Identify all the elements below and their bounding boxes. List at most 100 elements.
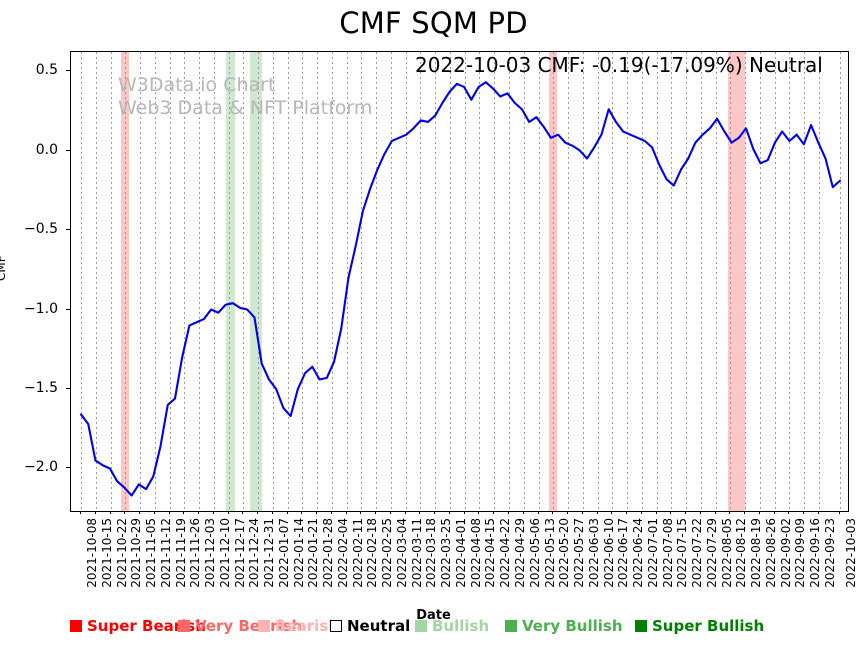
x-axis-tick-mark [169,511,170,514]
x-axis-tick-label: 2022-02-18 [365,518,380,588]
legend-item[interactable]: Bullish [415,617,489,635]
x-axis-tick-label: 2021-10-22 [114,518,129,588]
x-axis-tick-label: 2021-11-26 [188,518,203,588]
legend-swatch-icon [635,620,647,632]
legend-item[interactable]: Neutral [330,617,410,635]
gridline [214,52,215,511]
plot-area: W3Data.io Chart Web3 Data & NFT Platform [70,51,849,512]
legend-item[interactable]: Very Bearish [178,617,302,635]
x-axis-tick-mark [154,511,155,514]
x-axis-tick-mark [405,511,406,514]
x-axis-tick-mark [641,511,642,514]
x-axis-tick-label: 2022-06-03 [586,518,601,588]
legend-label: Neutral [347,617,411,635]
gridline [361,52,362,511]
legend-swatch-icon [178,620,190,632]
x-axis-tick-mark [567,511,568,514]
x-axis-tick-label: 2022-05-20 [557,518,572,588]
legend-label: Bearish [275,617,339,635]
x-axis-tick-label: 2022-05-06 [527,518,542,588]
x-axis-tick-label: 2022-09-09 [793,518,808,588]
x-axis-tick-label: 2021-11-19 [173,518,188,588]
y-axis-tick-label: −0.5 [24,221,58,238]
cmf-line-series [79,81,842,497]
y-axis-tick-label: 0.5 [35,62,58,79]
gridline [568,52,569,511]
x-axis-tick-label: 2022-10-03 [844,518,858,588]
x-axis-tick-label: 2022-09-02 [778,518,793,588]
y-axis-label: CMF [0,255,8,281]
gridline [81,52,82,511]
x-axis-tick-mark [287,511,288,514]
x-axis-tick-mark [700,511,701,514]
x-axis-tick-label: 2022-07-15 [675,518,690,588]
gridline [671,52,672,511]
x-axis-tick-label: 2022-04-22 [498,518,513,588]
gridline [288,52,289,511]
x-axis-tick-label: 2022-02-25 [380,518,395,588]
x-axis-tick-mark [839,511,840,514]
x-axis-tick-label: 2021-10-29 [129,518,144,588]
x-axis-tick-mark [272,511,273,514]
x-axis-tick-label: 2022-02-11 [350,518,365,588]
gridline [539,52,540,511]
x-axis-tick-label: 2022-09-23 [822,518,837,588]
x-axis-tick-mark [685,511,686,514]
gridline [155,52,156,511]
x-axis-tick-label: 2022-01-28 [321,518,336,588]
x-axis-tick-mark [759,511,760,514]
x-axis-tick-mark [95,511,96,514]
x-axis-tick-mark [744,511,745,514]
legend-swatch-icon [330,620,342,632]
x-axis-tick-mark [228,511,229,514]
legend-label: Super Bearish [87,617,206,635]
legend-item[interactable]: Super Bullish [635,617,764,635]
x-axis-label: Date [416,608,451,623]
x-axis-tick-mark [301,511,302,514]
x-axis-tick-label: 2022-01-14 [291,518,306,588]
gridline [450,52,451,511]
gridline [406,52,407,511]
x-axis-tick-mark [626,511,627,514]
x-axis-tick-label: 2021-11-05 [144,518,159,588]
x-axis-tick-label: 2022-08-26 [763,518,778,588]
x-axis-tick-label: 2021-12-31 [262,518,277,588]
legend: Super Bearish Very Bearish Bearish Neutral B… [0,617,867,643]
legend-swatch-icon [70,620,82,632]
page-title: CMF SQM PD [339,6,528,40]
gridline [258,52,259,511]
x-axis-tick-mark [80,511,81,514]
x-axis-tick-mark [818,511,819,514]
x-axis-tick-label: 2022-07-22 [690,518,705,588]
gridline [657,52,658,511]
x-axis-tick-mark [257,511,258,514]
x-axis-tick-label: 2022-08-05 [719,518,734,588]
gridline [435,52,436,511]
gridline [273,52,274,511]
legend-item[interactable]: Very Bullish [505,617,623,635]
gridline [96,52,97,511]
x-axis-tick-mark [449,511,450,514]
x-axis-tick-label: 2022-07-01 [645,518,660,588]
x-axis-tick-mark [183,511,184,514]
x-axis-tick-label: 2021-12-03 [203,518,218,588]
legend-item[interactable]: Bearish [258,617,339,635]
gridline [524,52,525,511]
legend-item[interactable]: Super Bearish [70,617,206,635]
x-axis-tick-mark [508,511,509,514]
gridline [391,52,392,511]
x-axis-tick-label: 2022-05-27 [572,518,587,588]
gridline [716,52,717,511]
gridline [184,52,185,511]
x-axis-tick-mark [434,511,435,514]
gridline [612,52,613,511]
gridline [760,52,761,511]
gridline [804,52,805,511]
legend-swatch-icon [415,620,427,632]
gridline [243,52,244,511]
x-axis-tick-mark [390,511,391,514]
gridline [479,52,480,511]
x-axis-tick-mark [242,511,243,514]
x-axis-tick-label: 2022-02-04 [335,518,350,588]
gridline [229,52,230,511]
